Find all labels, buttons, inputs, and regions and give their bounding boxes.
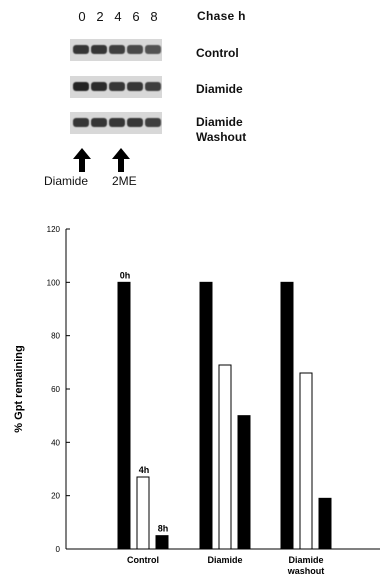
x-category-label: Diamide washout — [287, 555, 325, 576]
bar-annotation: 4h — [139, 465, 150, 475]
bar — [155, 535, 169, 550]
blot-band — [127, 82, 143, 91]
chart-bars — [117, 281, 332, 550]
x-category-label: Diamide — [207, 555, 242, 565]
bar — [299, 372, 313, 550]
bar — [318, 497, 332, 550]
lane-label-0: 0 — [78, 9, 86, 24]
blot-band — [91, 45, 107, 54]
lane-label-2: 2 — [96, 9, 104, 24]
arrow-label-diamide: Diamide — [44, 174, 89, 188]
blot-band — [127, 45, 143, 54]
arrow-label-2me: 2ME — [112, 174, 137, 188]
bar-annotation: 8h — [158, 524, 169, 534]
row-label-diamide-washout: Diamide Washout — [196, 115, 247, 144]
bar-annotation: 0h — [120, 270, 131, 280]
blot-band — [145, 45, 161, 54]
blot-band — [73, 45, 89, 54]
lane-label-6: 6 — [132, 9, 140, 24]
row-label-control: Control — [196, 46, 239, 60]
blot-band — [127, 118, 143, 127]
bar-chart: 0 20 40 60 80 100 120 % Gpt remaining Control Di… — [13, 225, 380, 576]
blot-band — [73, 82, 89, 91]
y-tick-label: 80 — [51, 332, 60, 341]
lane-label-8: 8 — [150, 9, 158, 24]
lane-label-4: 4 — [114, 9, 122, 24]
blot-band — [109, 45, 125, 54]
blot-band — [109, 82, 125, 91]
y-tick-label: 100 — [47, 278, 61, 287]
blot-band — [145, 82, 161, 91]
x-category-label: Control — [127, 555, 159, 565]
x-category-label-line: washout — [287, 566, 325, 576]
y-tick-label: 60 — [51, 385, 60, 394]
bar — [218, 364, 232, 550]
blot-band — [145, 118, 161, 127]
blot-band — [109, 118, 125, 127]
up-arrow-icon — [73, 148, 91, 172]
y-tick-label: 40 — [51, 438, 60, 447]
bar — [136, 476, 150, 550]
bar — [117, 281, 131, 550]
gel-strip-control — [70, 39, 162, 61]
bar — [237, 415, 251, 550]
bar — [199, 281, 213, 550]
chase-time-label: Chase h — [197, 9, 246, 23]
y-tick-label: 120 — [47, 225, 61, 234]
bar — [280, 281, 294, 550]
blot-band — [91, 118, 107, 127]
up-arrow-icon — [112, 148, 130, 172]
gel-strip-diamide — [70, 76, 162, 98]
y-axis-title: % Gpt remaining — [13, 345, 25, 432]
row-label-diamide: Diamide — [196, 82, 243, 96]
y-tick-label: 20 — [51, 492, 60, 501]
x-category-label-line: Diamide — [288, 555, 323, 565]
blot-band — [91, 82, 107, 91]
y-tick-label: 0 — [56, 545, 61, 554]
gel-strip-diamide-washout — [70, 112, 162, 134]
blot-band — [73, 118, 89, 127]
